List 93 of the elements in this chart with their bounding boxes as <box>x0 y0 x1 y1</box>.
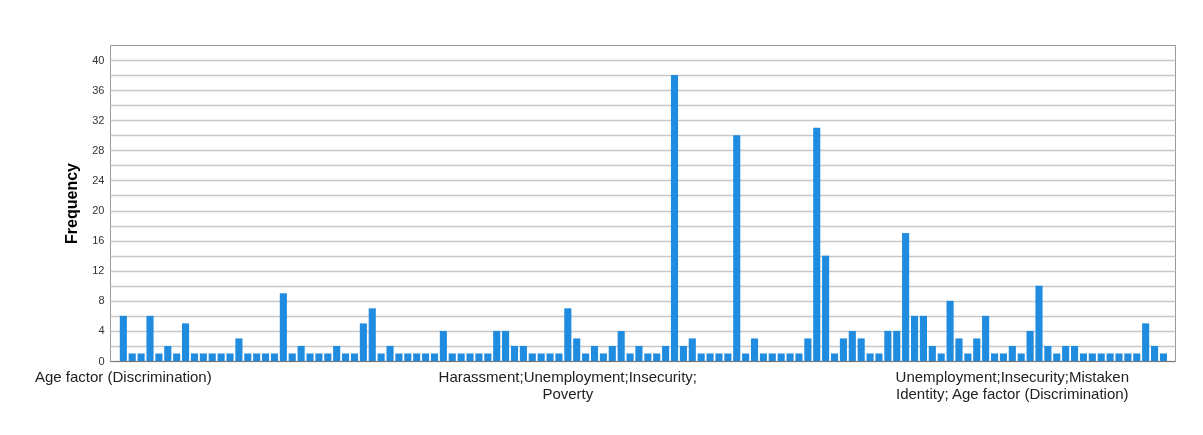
bar <box>1159 353 1167 361</box>
bar <box>1142 323 1150 361</box>
bar <box>128 353 136 361</box>
bar <box>173 353 181 361</box>
bar <box>999 353 1007 361</box>
bar <box>1070 345 1079 361</box>
bar <box>910 315 919 361</box>
y-tick-label: 36 <box>92 83 105 96</box>
bar <box>759 353 767 361</box>
bar <box>519 345 527 361</box>
bar <box>270 353 279 361</box>
bar <box>342 353 350 361</box>
bar <box>608 345 616 361</box>
bar <box>244 353 252 361</box>
bar <box>919 315 927 361</box>
bar <box>679 345 687 361</box>
bar <box>1008 345 1016 361</box>
y-tick-label: 8 <box>98 294 105 307</box>
bar <box>510 345 519 361</box>
bar <box>208 353 216 361</box>
y-tick-label: 40 <box>92 53 105 66</box>
bar <box>1017 353 1025 361</box>
bar <box>1151 345 1159 361</box>
bar <box>528 353 536 361</box>
bar <box>582 353 590 361</box>
y-tick-label: 32 <box>92 113 105 126</box>
bar <box>822 255 830 361</box>
y-tick-label: 0 <box>98 354 105 367</box>
bar <box>928 345 936 361</box>
bar <box>484 353 492 361</box>
y-axis-title: Frequency <box>63 162 81 244</box>
bar <box>733 135 741 361</box>
bar <box>564 308 572 361</box>
bar <box>857 338 865 361</box>
bar <box>119 315 127 361</box>
bar <box>493 330 501 361</box>
bar <box>1088 353 1096 361</box>
y-tick-label: 28 <box>92 143 105 156</box>
bar <box>750 338 759 361</box>
x-tick-label: Unemployment;Insecurity;Mistaken Identity; Age factor (Discrimination) <box>895 367 1130 402</box>
y-tick-label: 20 <box>92 204 105 217</box>
bar <box>439 330 447 361</box>
bar <box>368 308 376 361</box>
bar <box>937 353 945 361</box>
bar <box>350 353 359 361</box>
bar <box>262 353 270 361</box>
x-tick-label: Harassment;Unemployment;Insecurity; Poverty <box>438 367 698 402</box>
bar <box>982 315 990 361</box>
bar <box>777 353 785 361</box>
bar <box>893 330 901 361</box>
bar <box>662 345 670 361</box>
bar <box>422 353 430 361</box>
bar <box>902 233 910 361</box>
y-tick-label: 16 <box>92 234 105 247</box>
bar <box>742 353 750 361</box>
bar <box>768 353 776 361</box>
bar <box>324 353 332 361</box>
bar <box>359 323 367 361</box>
bar <box>164 345 172 361</box>
bar <box>1133 353 1141 361</box>
bar <box>590 345 599 361</box>
bar <box>182 323 190 361</box>
bar <box>670 75 679 361</box>
bar <box>1062 345 1070 361</box>
bar <box>279 293 287 361</box>
y-tick-label: 24 <box>92 173 105 186</box>
bar <box>1079 353 1087 361</box>
bar <box>333 345 341 361</box>
bar <box>430 353 439 361</box>
bar <box>653 353 661 361</box>
y-tick-label: 4 <box>98 324 105 337</box>
bar <box>190 353 199 361</box>
bar <box>688 338 696 361</box>
bar <box>404 353 412 361</box>
bar <box>199 353 207 361</box>
bar <box>448 353 456 361</box>
bar <box>848 330 856 361</box>
y-tick-label: 12 <box>92 264 105 277</box>
bar <box>697 353 705 361</box>
bar <box>1053 353 1061 361</box>
bar <box>288 353 296 361</box>
bar <box>502 330 510 361</box>
x-tick-label: Age factor (Discrimination) <box>34 367 212 385</box>
bar <box>599 353 607 361</box>
bar <box>839 338 847 361</box>
bar <box>253 353 261 361</box>
bar <box>573 338 581 361</box>
bar <box>1097 353 1105 361</box>
bar <box>813 127 821 361</box>
bar <box>413 353 421 361</box>
bar <box>830 353 839 361</box>
bar <box>990 353 999 361</box>
bar <box>973 338 981 361</box>
